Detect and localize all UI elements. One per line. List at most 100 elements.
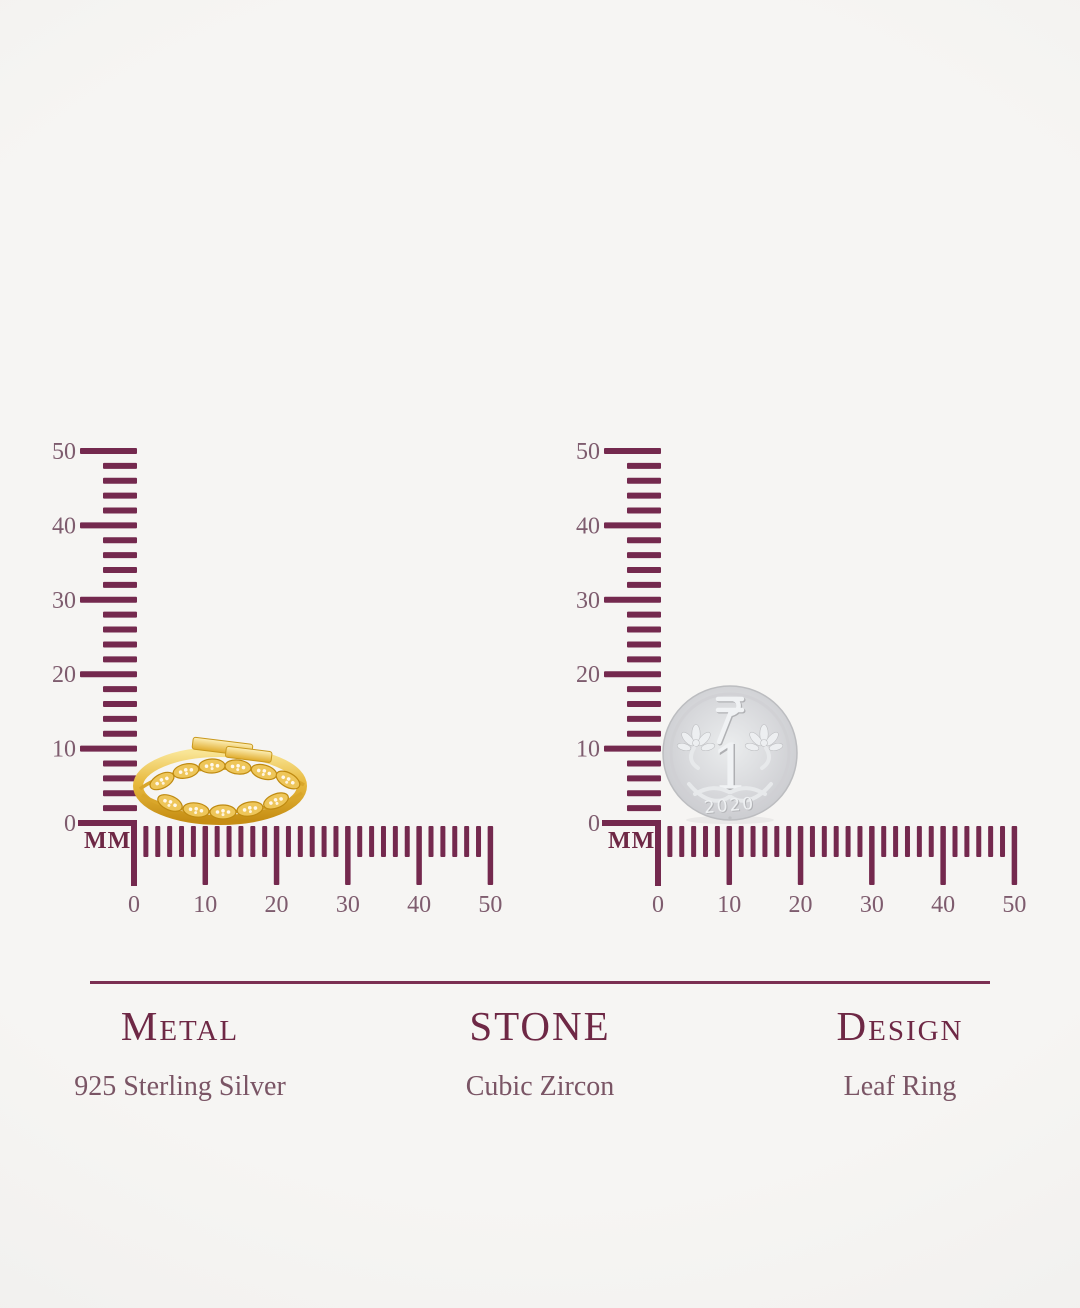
ruler-tick — [627, 760, 661, 767]
ruler-left: 50 40 30 20 10 0 0 10 20 30 40 50 MM — [52, 439, 502, 918]
ruler-tick — [604, 448, 661, 454]
ruler-tick — [627, 581, 661, 588]
ruler-tick — [627, 477, 661, 484]
ruler-tick — [627, 805, 661, 812]
detail-metal: Metal 925 Sterling Silver — [0, 1002, 360, 1103]
ruler-tick — [103, 715, 137, 722]
ruler-tick — [627, 462, 661, 469]
ruler-tick-label: 30 — [576, 588, 600, 614]
ruler-tick — [627, 492, 661, 499]
ruler-tick — [103, 507, 137, 514]
ruler-tick-label: 40 — [576, 513, 600, 539]
gold-leaf-ring-image — [133, 736, 307, 825]
ruler-tick — [369, 826, 375, 857]
ruler-tick — [762, 826, 768, 857]
ruler-tick — [103, 581, 137, 588]
ruler-tick — [103, 537, 137, 544]
ruler-tick-label: 10 — [717, 892, 741, 918]
ruler-tick — [80, 448, 137, 454]
ruler-unit-label: MM — [84, 828, 131, 854]
ruler-tick — [691, 826, 697, 857]
ruler-unit-label: MM — [608, 828, 655, 854]
ruler-tick-label: 10 — [193, 892, 217, 918]
ruler-tick — [103, 492, 137, 499]
ruler-tick-label: 20 — [265, 892, 289, 918]
detail-label: STONE — [469, 1003, 611, 1049]
ruler-tick — [726, 826, 733, 885]
ruler-tick — [627, 656, 661, 663]
detail-label: Design — [836, 1003, 964, 1049]
ruler-tick — [952, 826, 958, 857]
ruler-tick — [357, 826, 363, 857]
ruler-tick — [345, 826, 351, 885]
ruler-tick — [627, 686, 661, 693]
ruler-tick — [627, 507, 661, 514]
ruler-tick — [297, 826, 303, 857]
coin-year: 2020 — [703, 794, 756, 818]
one-rupee-coin-image: 1 1 2020 2020 — [662, 685, 798, 824]
ruler-tick-label: 40 — [52, 513, 76, 539]
ruler-tick-label: 0 — [588, 811, 600, 837]
ruler-tick — [103, 552, 137, 559]
ruler-tick — [238, 826, 244, 857]
ruler-tick — [667, 826, 673, 857]
ruler-tick — [273, 826, 280, 885]
ruler-corner — [131, 820, 137, 886]
ruler-tick — [226, 826, 232, 857]
ruler-tick — [627, 775, 661, 782]
ruler-tick — [452, 826, 458, 857]
ruler-tick — [103, 775, 137, 782]
ruler-tick-label: 50 — [1002, 892, 1026, 918]
ruler-tick — [167, 826, 173, 857]
ruler-tick — [714, 826, 720, 857]
ruler-tick — [604, 596, 661, 603]
ring-clasp — [191, 736, 273, 763]
ruler-tick — [404, 826, 410, 857]
ruler-tick — [262, 826, 268, 857]
coin-ribbon-flourish — [687, 782, 773, 803]
ruler-tick — [440, 826, 446, 857]
ruler-tick — [202, 826, 209, 885]
ruler-tick — [476, 826, 482, 857]
ruler-tick-label: 50 — [478, 892, 502, 918]
ruler-tick — [627, 715, 661, 722]
ruler-tick — [1000, 826, 1006, 857]
ruler-tick — [103, 760, 137, 767]
ruler-tick — [893, 826, 899, 857]
ruler-tick — [627, 641, 661, 648]
rupee-symbol-icon — [715, 696, 746, 746]
ruler-tick — [821, 826, 827, 857]
ruler-tick — [604, 745, 661, 752]
ruler-tick — [214, 826, 220, 857]
ruler-tick — [809, 826, 815, 857]
ruler-tick — [80, 596, 137, 603]
ruler-tick-label: 40 — [931, 892, 955, 918]
ruler-tick — [103, 805, 137, 812]
details-columns: Metal 925 Sterling Silver STONE Cubic Zi… — [0, 1002, 1080, 1103]
ruler-tick-label: 20 — [52, 662, 76, 688]
ruler-tick — [285, 826, 291, 857]
ruler-tick — [103, 641, 137, 648]
ruler-tick — [988, 826, 994, 857]
ruler-tick — [679, 826, 685, 857]
ruler-tick — [869, 826, 875, 885]
ruler-tick — [797, 826, 804, 885]
ruler-tick-label: 20 — [789, 892, 813, 918]
ruler-tick — [380, 826, 386, 857]
ruler-tick-label: 10 — [52, 737, 76, 763]
ruler-tick — [103, 462, 137, 469]
ruler-tick-label: 50 — [52, 439, 76, 465]
ruler-tick — [103, 686, 137, 693]
product-details: Metal 925 Sterling Silver STONE Cubic Zi… — [0, 981, 1080, 1103]
ruler-tick — [179, 826, 185, 857]
ruler-tick — [940, 826, 946, 885]
ruler-tick — [627, 730, 661, 737]
ruler-tick-label: 30 — [860, 892, 884, 918]
ruler-tick — [604, 522, 661, 529]
ruler-tick — [881, 826, 887, 857]
ruler-tick — [857, 826, 863, 857]
ruler-tick — [916, 826, 922, 857]
ruler-tick — [627, 552, 661, 559]
ruler-tick — [250, 826, 256, 857]
ruler-tick — [464, 826, 470, 857]
